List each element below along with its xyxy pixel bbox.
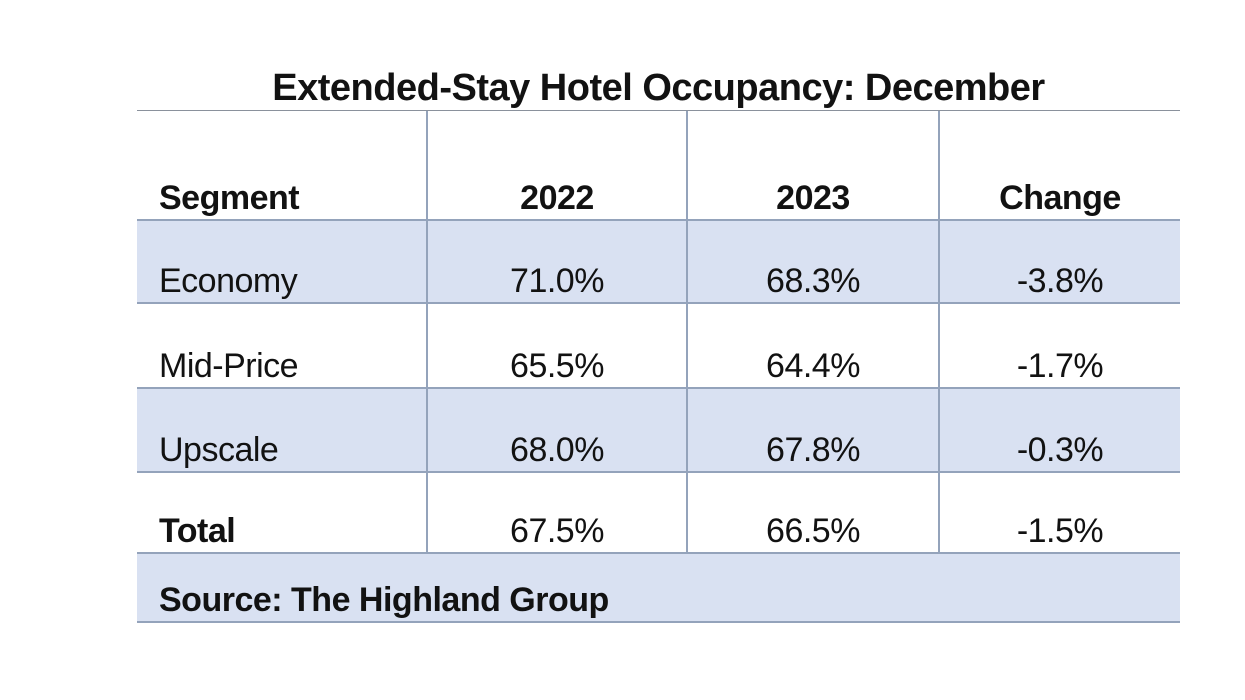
- cell-upscale-change: -0.3%: [1016, 431, 1104, 469]
- header-row: Segment 2022 2023 Change: [137, 111, 1180, 221]
- cell-midprice-segment: Mid-Price: [137, 304, 428, 387]
- cell-total-change: -1.5%: [1016, 512, 1104, 550]
- cell-midprice-2022: 65.5%: [428, 304, 688, 387]
- cell-upscale-2023: 67.8%: [688, 389, 940, 471]
- cell-economy-segment: Economy: [137, 221, 428, 302]
- cell-upscale-2022: 68.0%: [428, 389, 688, 471]
- row-source: Source: The Highland Group: [137, 554, 1180, 623]
- table-grid: Segment 2022 2023 Change Economy 71.0% 6…: [137, 110, 1180, 623]
- row-total: Total 67.5% 66.5% -1.5%: [137, 473, 1180, 554]
- row-midprice: Mid-Price 65.5% 64.4% -1.7%: [137, 304, 1180, 389]
- row-economy: Economy 71.0% 68.3% -3.8%: [137, 221, 1180, 304]
- cell-total-2023: 66.5%: [688, 473, 940, 552]
- row-upscale: Upscale 68.0% 67.8% -0.3%: [137, 389, 1180, 473]
- header-cell-2022: 2022: [428, 111, 688, 219]
- cell-midprice-change: -1.7%: [1016, 347, 1104, 385]
- cell-total-2022: 67.5%: [428, 473, 688, 552]
- header-cell-segment: Segment: [137, 111, 428, 219]
- cell-economy-2023: 68.3%: [688, 221, 940, 302]
- cell-economy-2022: 71.0%: [428, 221, 688, 302]
- occupancy-table: Extended-Stay Hotel Occupancy: December …: [137, 0, 1180, 623]
- cell-midprice-2023: 64.4%: [688, 304, 940, 387]
- table-title: Extended-Stay Hotel Occupancy: December: [272, 67, 1045, 109]
- cell-total-segment: Total: [137, 473, 428, 552]
- header-cell-2023: 2023: [688, 111, 940, 219]
- cell-upscale-segment: Upscale: [137, 389, 428, 471]
- source-note: Source: The Highland Group: [159, 581, 609, 619]
- cell-economy-change: -3.8%: [1016, 262, 1104, 300]
- header-cell-change: Change: [999, 179, 1121, 217]
